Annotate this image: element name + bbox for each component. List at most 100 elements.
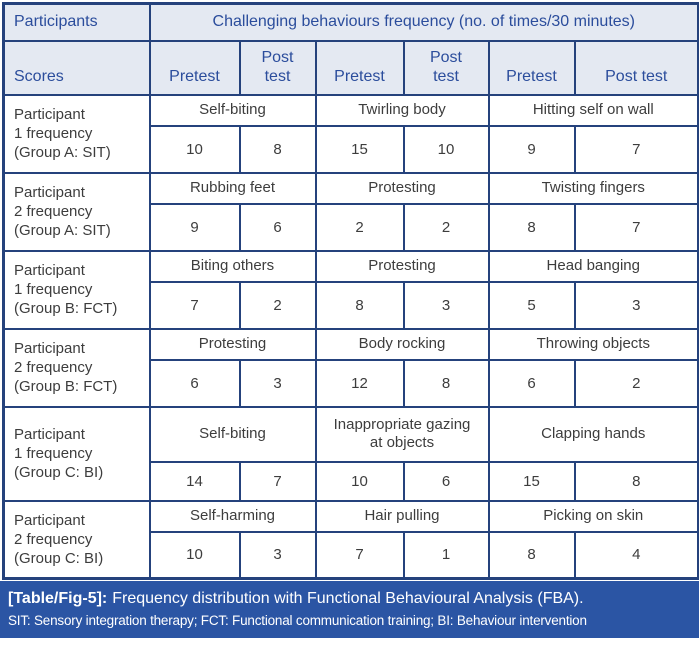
table-caption: [Table/Fig-5]: Frequency distribution wit…: [0, 581, 699, 638]
pretest-value-cell: 6: [148, 358, 241, 408]
behaviour-name-cell: Biting others: [148, 249, 317, 283]
behaviour-name-line: Self-biting: [199, 101, 266, 118]
label-line: 1 frequency: [14, 445, 93, 462]
behaviour-name-line: Protesting: [368, 257, 436, 274]
pretest-value-cell: 7: [314, 530, 405, 580]
behaviour-name-cell: Clapping hands: [487, 405, 699, 463]
behaviour-name-cell: Hair pulling: [314, 499, 490, 533]
value-row: 10 8 15 10 9 7: [4, 124, 699, 174]
value-row: 10 3 7 1 8 4: [4, 530, 699, 580]
pretest-value-cell: 12: [314, 358, 405, 408]
label-line: (Group C: BI): [14, 464, 104, 481]
behaviour-name-line: Protesting: [198, 335, 267, 352]
posttest-value-cell: 7: [573, 124, 699, 174]
posttest-value-cell: 3: [402, 280, 490, 330]
value-row: 6 3 12 8 6 2: [4, 358, 699, 408]
posttest-value-cell: 7: [573, 202, 699, 252]
behaviour-name-line: Body rocking: [358, 335, 446, 352]
posttest-value-cell: 4: [573, 530, 699, 580]
label-line: Participant: [14, 426, 85, 443]
behaviour-name-cell: Throwing objects: [487, 327, 699, 361]
participant-label-4: Participant 1 frequency (Group C: BI): [2, 405, 151, 502]
col-header-line: Pretest: [334, 67, 385, 85]
behaviour-name-line: Hair pulling: [364, 507, 440, 524]
behaviour-name-line: Clapping hands: [541, 425, 646, 442]
behaviour-name-line: Twisting fingers: [541, 179, 645, 196]
behaviour-name-cell: Protesting: [148, 327, 317, 361]
posttest-value-cell: 8: [573, 460, 699, 502]
col-header-line: Pretest: [169, 67, 220, 85]
scores-header-cell: Scores: [2, 39, 151, 96]
pretest-value-cell: 8: [487, 530, 576, 580]
pretest-value-cell: 8: [314, 280, 405, 330]
behaviour-name-row: Participant 1 frequency (Group A: SIT) S…: [2, 93, 699, 174]
label-line: Participant: [14, 184, 85, 201]
behaviour-name-cell: Protesting: [314, 249, 490, 283]
pretest-value-cell: 8: [487, 202, 576, 252]
label-line: 2 frequency: [14, 359, 93, 376]
label-line: (Group B: FCT): [14, 378, 118, 395]
behaviour-name-line: Self-harming: [189, 507, 276, 524]
behaviour-name-row: Participant 1 frequency (Group B: FCT) B…: [2, 249, 699, 330]
pretest-value-cell: 2: [314, 202, 405, 252]
participant-label-2: Participant 1 frequency (Group B: FCT): [2, 249, 151, 330]
label-line: 2 frequency: [14, 530, 93, 548]
behaviour-name-cell: Inappropriate gazing at objects: [314, 405, 490, 463]
header-row-1: Participants Challenging behaviours freq…: [2, 2, 699, 42]
pretest-value-cell: 10: [148, 124, 241, 174]
header-row-2: Scores Pretest Post test Pretest Post te…: [2, 39, 699, 96]
posttest-value-cell: 3: [238, 358, 317, 408]
col-header-pretest-0: Pretest: [148, 39, 241, 96]
posttest-value-cell: 2: [402, 202, 490, 252]
col-header-pretest-1: Pretest: [314, 39, 405, 96]
participants-header-cell: Participants: [2, 2, 151, 42]
label-line: Participant: [14, 511, 85, 529]
label-line: 1 frequency: [14, 281, 93, 298]
label-line: (Group B: FCT): [14, 300, 118, 317]
behaviour-name-line: Inappropriate gazing: [333, 416, 471, 433]
behaviour-name-line: at objects: [369, 434, 435, 451]
label-line: (Group A: SIT): [14, 144, 111, 161]
pretest-value-cell: 9: [487, 124, 576, 174]
participant-label-1: Participant 2 frequency (Group A: SIT): [2, 171, 151, 252]
behaviour-name-line: Twirling body: [358, 101, 446, 118]
behaviour-name-cell: Twirling body: [314, 93, 490, 127]
col-header-line: Post: [261, 48, 294, 66]
behaviour-name-row: Participant 2 frequency (Group A: SIT) R…: [2, 171, 699, 252]
pretest-value-cell: 15: [487, 460, 576, 502]
value-row: 9 6 2 2 8 7: [4, 202, 699, 252]
behaviour-name-cell: Self-harming: [148, 499, 317, 533]
col-header-posttest-2: Post test: [573, 39, 699, 96]
behaviour-name-cell: Rubbing feet: [148, 171, 317, 205]
pretest-value-cell: 14: [148, 460, 241, 502]
behaviour-name-line: Picking on skin: [543, 507, 644, 524]
posttest-value-cell: 1: [402, 530, 490, 580]
posttest-value-cell: 2: [238, 280, 317, 330]
pretest-value-cell: 5: [487, 280, 576, 330]
behaviour-name-cell: Body rocking: [314, 327, 490, 361]
caption-footnote: SIT: Sensory integration therapy; FCT: F…: [8, 613, 587, 628]
behaviour-name-line: Hitting self on wall: [532, 101, 654, 118]
col-header-line: test: [264, 67, 291, 85]
pretest-value-cell: 10: [314, 460, 405, 502]
participant-label-5: Participant 2 frequency (Group C: BI): [2, 499, 151, 580]
behaviour-name-cell: Head banging: [487, 249, 699, 283]
behaviour-name-line: Self-biting: [199, 425, 266, 442]
pretest-value-cell: 15: [314, 124, 405, 174]
behaviour-name-line: Protesting: [368, 179, 436, 196]
pretest-value-cell: 10: [148, 530, 241, 580]
behaviour-name-row: Participant 2 frequency (Group B: FCT) P…: [2, 327, 699, 408]
behaviour-name-cell: Protesting: [314, 171, 490, 205]
posttest-value-cell: 3: [238, 530, 317, 580]
posttest-value-cell: 10: [402, 124, 490, 174]
label-line: (Group C: BI): [14, 549, 104, 567]
posttest-value-cell: 3: [573, 280, 699, 330]
col-header-posttest-1: Post test: [402, 39, 490, 96]
caption-prefix: [Table/Fig-5]:: [8, 590, 108, 607]
behaviour-name-cell: Hitting self on wall: [487, 93, 699, 127]
label-line: Participant: [14, 340, 85, 357]
behaviour-name-line: Head banging: [546, 257, 640, 274]
col-header-pretest-2: Pretest: [487, 39, 576, 96]
caption-text: Frequency distribution with Functional B…: [112, 590, 584, 607]
behaviour-name-cell: Twisting fingers: [487, 171, 699, 205]
